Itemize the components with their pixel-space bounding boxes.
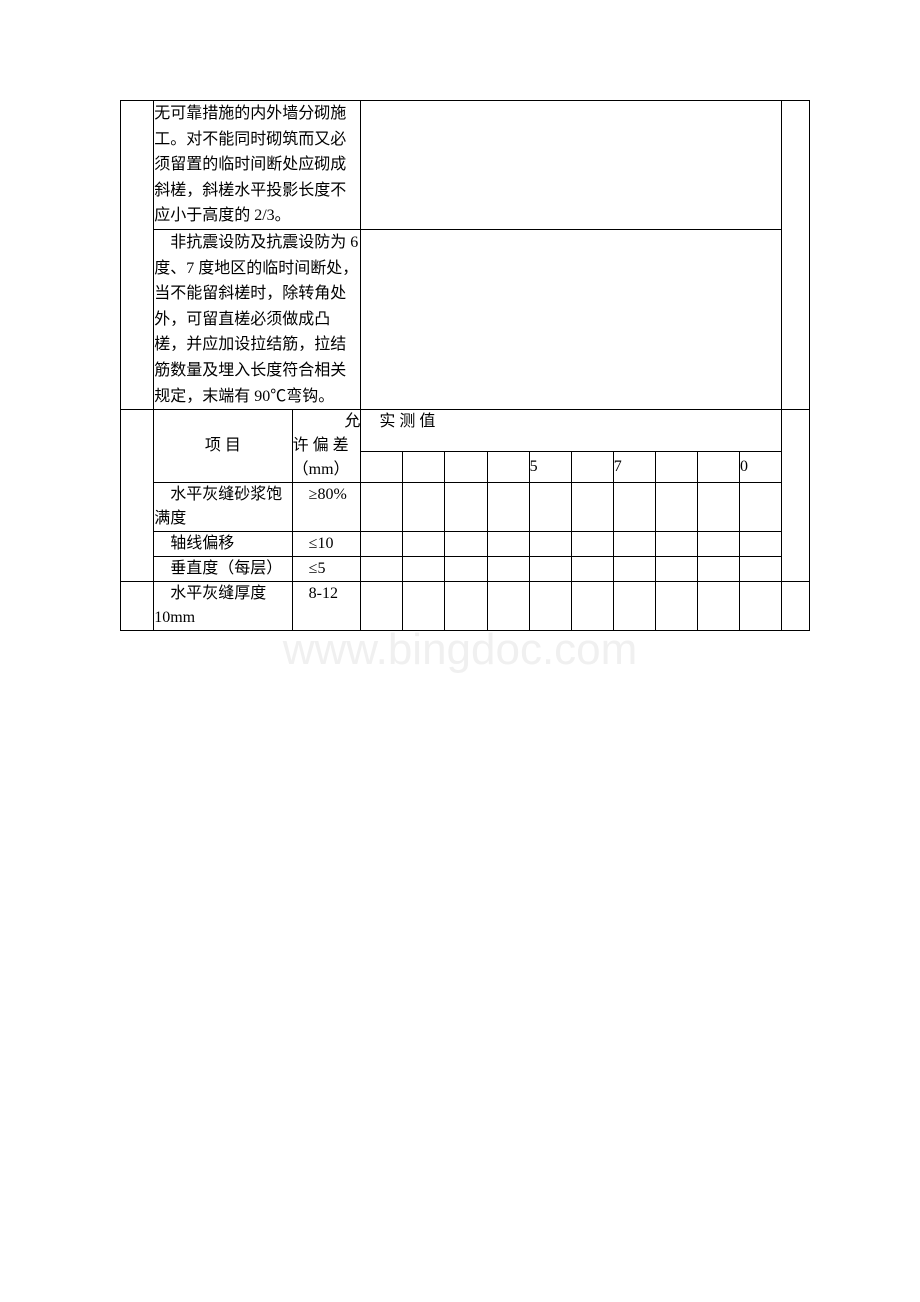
left-spacer-mid xyxy=(121,410,154,582)
col-num-3 xyxy=(445,451,487,483)
row3-m1 xyxy=(361,557,403,582)
row3-m2 xyxy=(403,557,445,582)
col-num-6 xyxy=(571,451,613,483)
col-num-4 xyxy=(487,451,529,483)
blank-area-1 xyxy=(361,101,782,230)
row1-m3 xyxy=(445,483,487,532)
row4-m8 xyxy=(655,582,697,631)
row4-m9 xyxy=(697,582,739,631)
row2-m2 xyxy=(403,532,445,557)
header-tolerance-label: 允 许 偏 差（mm） xyxy=(292,410,361,483)
row1-m5 xyxy=(529,483,571,532)
row4-m1 xyxy=(361,582,403,631)
row4-m6 xyxy=(571,582,613,631)
row3-m9 xyxy=(697,557,739,582)
description-text-1: 无可靠措施的内外墙分砌施工。对不能同时砌筑而又必须留置的临时间断处应砌成斜槎，斜… xyxy=(154,101,361,230)
row2-label: 轴线偏移 xyxy=(154,532,292,557)
col-num-7: 7 xyxy=(613,451,655,483)
col-num-10: 0 xyxy=(740,451,782,483)
col-num-5: 5 xyxy=(529,451,571,483)
left-spacer-bottom xyxy=(121,582,154,631)
row2-m10 xyxy=(740,532,782,557)
row1-m1 xyxy=(361,483,403,532)
row4-m7 xyxy=(613,582,655,631)
row3-m8 xyxy=(655,557,697,582)
right-spacer-bottom xyxy=(782,582,810,631)
row4-m10 xyxy=(740,582,782,631)
document-page: 无可靠措施的内外墙分砌施工。对不能同时砌筑而又必须留置的临时间断处应砌成斜槎，斜… xyxy=(0,0,920,731)
row3-m6 xyxy=(571,557,613,582)
row4-m2 xyxy=(403,582,445,631)
row3-m4 xyxy=(487,557,529,582)
row3-m7 xyxy=(613,557,655,582)
description-row-2: 非抗震设防及抗震设防为 6 度、7 度地区的临时间断处，当不能留斜槎时，除转角处… xyxy=(121,229,810,409)
data-row-4: 水平灰缝厚度10mm 8-12 xyxy=(121,582,810,631)
header-item-label: 项 目 xyxy=(154,410,292,483)
row2-m5 xyxy=(529,532,571,557)
row2-m8 xyxy=(655,532,697,557)
row2-m4 xyxy=(487,532,529,557)
row3-m5 xyxy=(529,557,571,582)
row1-m9 xyxy=(697,483,739,532)
data-row-3: 垂直度（每层） ≤5 xyxy=(121,557,810,582)
row4-m5 xyxy=(529,582,571,631)
tolerance-line1: 允 xyxy=(293,410,361,434)
row1-m8 xyxy=(655,483,697,532)
right-spacer-top xyxy=(782,101,810,410)
description-row-1: 无可靠措施的内外墙分砌施工。对不能同时砌筑而又必须留置的临时间断处应砌成斜槎，斜… xyxy=(121,101,810,230)
row1-m2 xyxy=(403,483,445,532)
header-measured-label: 实 测 值 xyxy=(361,410,782,451)
row2-m7 xyxy=(613,532,655,557)
col-num-8 xyxy=(655,451,697,483)
tolerance-line2: 许 偏 差（mm） xyxy=(293,434,361,482)
description-text-2: 非抗震设防及抗震设防为 6 度、7 度地区的临时间断处，当不能留斜槎时，除转角处… xyxy=(154,229,361,409)
row1-label: 水平灰缝砂浆饱满度 xyxy=(154,483,292,532)
right-spacer-mid xyxy=(782,410,810,582)
row1-m6 xyxy=(571,483,613,532)
data-row-1: 水平灰缝砂浆饱满度 ≥80% xyxy=(121,483,810,532)
row4-m3 xyxy=(445,582,487,631)
row1-m4 xyxy=(487,483,529,532)
row2-m6 xyxy=(571,532,613,557)
row1-tolerance: ≥80% xyxy=(292,483,361,532)
row1-m10 xyxy=(740,483,782,532)
row3-m3 xyxy=(445,557,487,582)
row2-m1 xyxy=(361,532,403,557)
row2-tolerance: ≤10 xyxy=(292,532,361,557)
row2-m3 xyxy=(445,532,487,557)
row4-tolerance: 8-12 xyxy=(292,582,361,631)
header-row-top: 项 目 允 许 偏 差（mm） 实 测 值 xyxy=(121,410,810,451)
col-num-9 xyxy=(697,451,739,483)
row3-label: 垂直度（每层） xyxy=(154,557,292,582)
blank-area-2 xyxy=(361,229,782,409)
row3-tolerance: ≤5 xyxy=(292,557,361,582)
row1-m7 xyxy=(613,483,655,532)
data-row-2: 轴线偏移 ≤10 xyxy=(121,532,810,557)
row4-m4 xyxy=(487,582,529,631)
col-num-1 xyxy=(361,451,403,483)
inspection-table: 无可靠措施的内外墙分砌施工。对不能同时砌筑而又必须留置的临时间断处应砌成斜槎，斜… xyxy=(120,100,810,631)
row2-m9 xyxy=(697,532,739,557)
row4-label: 水平灰缝厚度10mm xyxy=(154,582,292,631)
row3-m10 xyxy=(740,557,782,582)
col-num-2 xyxy=(403,451,445,483)
left-spacer-top xyxy=(121,101,154,410)
